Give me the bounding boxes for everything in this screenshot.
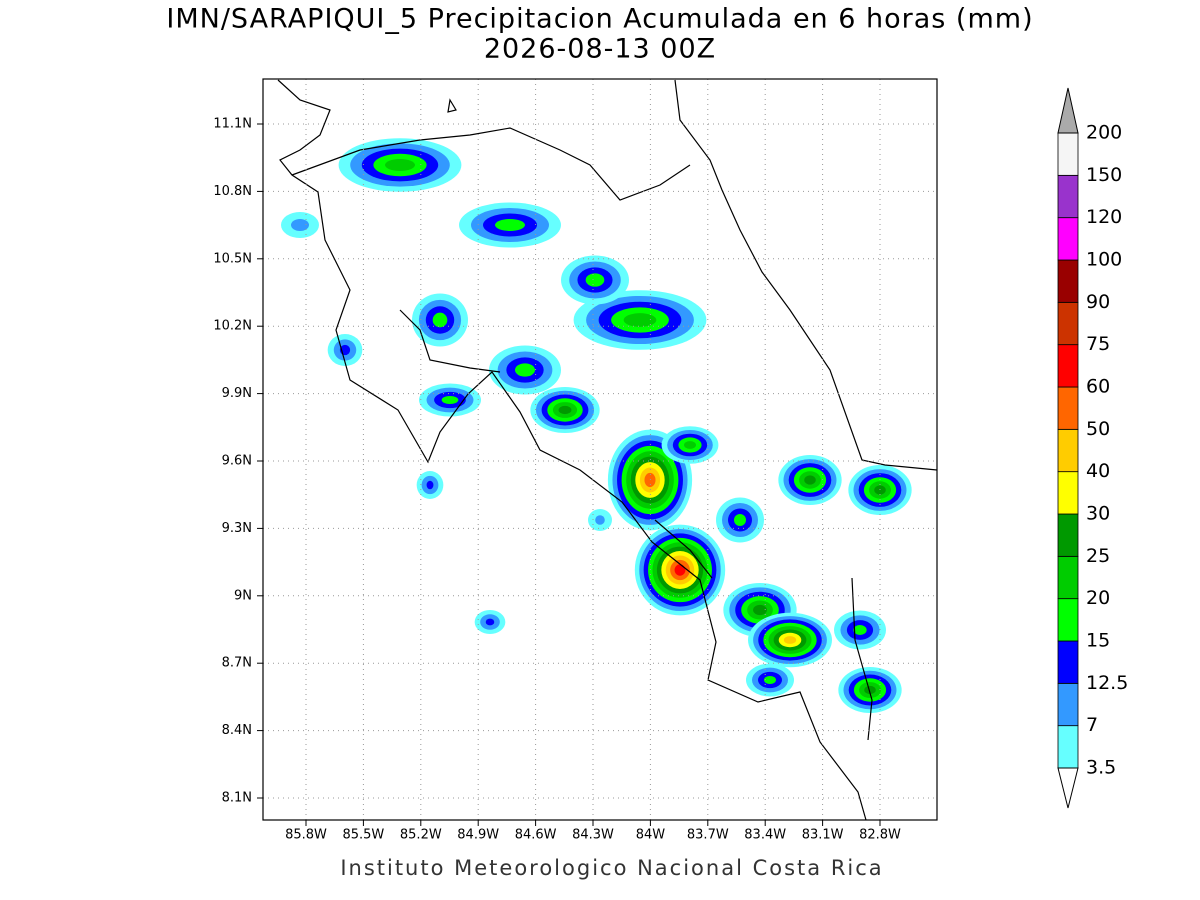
- precip-area: [753, 604, 767, 616]
- lon-label: 84.9W: [457, 828, 499, 843]
- precip-area: [783, 636, 797, 644]
- lat-label: 10.8N: [213, 184, 252, 199]
- colorbar-label: 150: [1086, 164, 1122, 186]
- colorbar-box: [1057, 598, 1079, 642]
- colorbar-label: 50: [1086, 418, 1110, 440]
- lat-label: 11.1N: [213, 117, 252, 132]
- lon-label: 83.7W: [687, 828, 729, 843]
- colorbar-label: 120: [1086, 206, 1122, 228]
- colorbar-box: [1057, 174, 1079, 219]
- precip-area: [291, 219, 309, 231]
- precip-area: [734, 514, 746, 526]
- lat-label: 9N: [234, 588, 252, 603]
- lat-label: 8.4N: [222, 723, 252, 738]
- colorbar-box: [1057, 217, 1079, 261]
- lon-label: 84.3W: [572, 828, 614, 843]
- lat-label: 8.7N: [222, 656, 252, 671]
- precip-area: [853, 625, 867, 635]
- colorbar-box: [1057, 386, 1079, 430]
- colorbar-label: 100: [1086, 249, 1122, 271]
- precip-area: [644, 472, 656, 488]
- map-frame: [262, 78, 938, 821]
- lon-label: 83.1W: [802, 828, 844, 843]
- precip-area: [485, 618, 495, 626]
- lat-label: 9.9N: [222, 386, 252, 401]
- colorbar-label: 30: [1086, 503, 1110, 525]
- colorbar-box: [1057, 725, 1079, 769]
- precip-area: [441, 396, 459, 404]
- precip-area: [585, 273, 605, 287]
- lon-label: 84.6W: [515, 828, 557, 843]
- precip-area: [515, 363, 535, 377]
- lat-label: 9.6N: [222, 454, 252, 469]
- colorbar-label: 90: [1086, 291, 1110, 313]
- lon-label: 85.8W: [285, 828, 327, 843]
- colorbar-label: 15: [1086, 630, 1110, 652]
- colorbar-label: 75: [1086, 333, 1110, 355]
- colorbar-box: [1057, 640, 1079, 684]
- subtitle: 2026-08-13 00Z: [484, 34, 716, 65]
- lon-label: 85.5W: [342, 828, 384, 843]
- axes: 11.1N 10.8N 10.5N 10.2N 9.9N 9.6N 9.3N 9N 8.7N 8.…: [213, 79, 937, 843]
- lat-label: 10.5N: [213, 251, 252, 266]
- colorbar-box: [1057, 555, 1079, 600]
- precip-area: [385, 159, 415, 171]
- lon-label: 84W: [636, 828, 666, 843]
- footer: Instituto Meteorologico Nacional Costa R…: [340, 856, 883, 880]
- lon-label: 85.2W: [400, 828, 442, 843]
- precip-area: [874, 485, 886, 495]
- precip-area: [432, 312, 448, 328]
- colorbar-label: 40: [1086, 460, 1110, 482]
- precip-area: [864, 685, 876, 695]
- colorbar-label: 25: [1086, 545, 1110, 567]
- colorbar-box: [1057, 132, 1079, 176]
- colorbar-box: [1057, 513, 1079, 557]
- title: IMN/SARAPIQUI_5 Precipitacion Acumulada …: [166, 4, 1033, 35]
- precip-area: [804, 475, 816, 485]
- precip-area: [764, 676, 776, 684]
- colorbar-label: 12.5: [1086, 672, 1128, 694]
- colorbar-box: [1057, 344, 1079, 388]
- colorbar-box: [1057, 471, 1079, 515]
- precip-area: [558, 405, 572, 415]
- coastlines: [277, 79, 937, 820]
- lat-label: 9.3N: [222, 521, 252, 536]
- precip-area: [495, 219, 525, 231]
- colorbar-label: 3.5: [1086, 757, 1116, 779]
- colorbar-box: [1057, 259, 1079, 303]
- colorbar-label: 60: [1086, 376, 1110, 398]
- colorbar-over: [1057, 87, 1079, 134]
- precip-area: [674, 564, 686, 576]
- lon-label: 82.8W: [859, 828, 901, 843]
- lat-label: 10.2N: [213, 319, 252, 334]
- colorbar-box: [1057, 428, 1079, 473]
- colorbar-box: [1057, 301, 1079, 346]
- colorbar-box: [1057, 682, 1079, 727]
- lon-label: 83.4W: [744, 828, 786, 843]
- colorbar-label: 200: [1086, 122, 1122, 144]
- precip-area: [426, 480, 434, 490]
- colorbar-label: 20: [1086, 587, 1110, 609]
- map: [281, 138, 912, 713]
- precip-area: [623, 313, 657, 327]
- colorbar-label: 7: [1086, 714, 1098, 736]
- lat-label: 8.1N: [222, 791, 252, 806]
- colorbar-under: [1057, 767, 1079, 809]
- colorbar: 3.5 7 12.5 15 20 25 30 40 50 60 75 90 100 120 150 200: [1057, 87, 1128, 809]
- precip-area: [595, 515, 605, 525]
- precip-area: [684, 441, 696, 449]
